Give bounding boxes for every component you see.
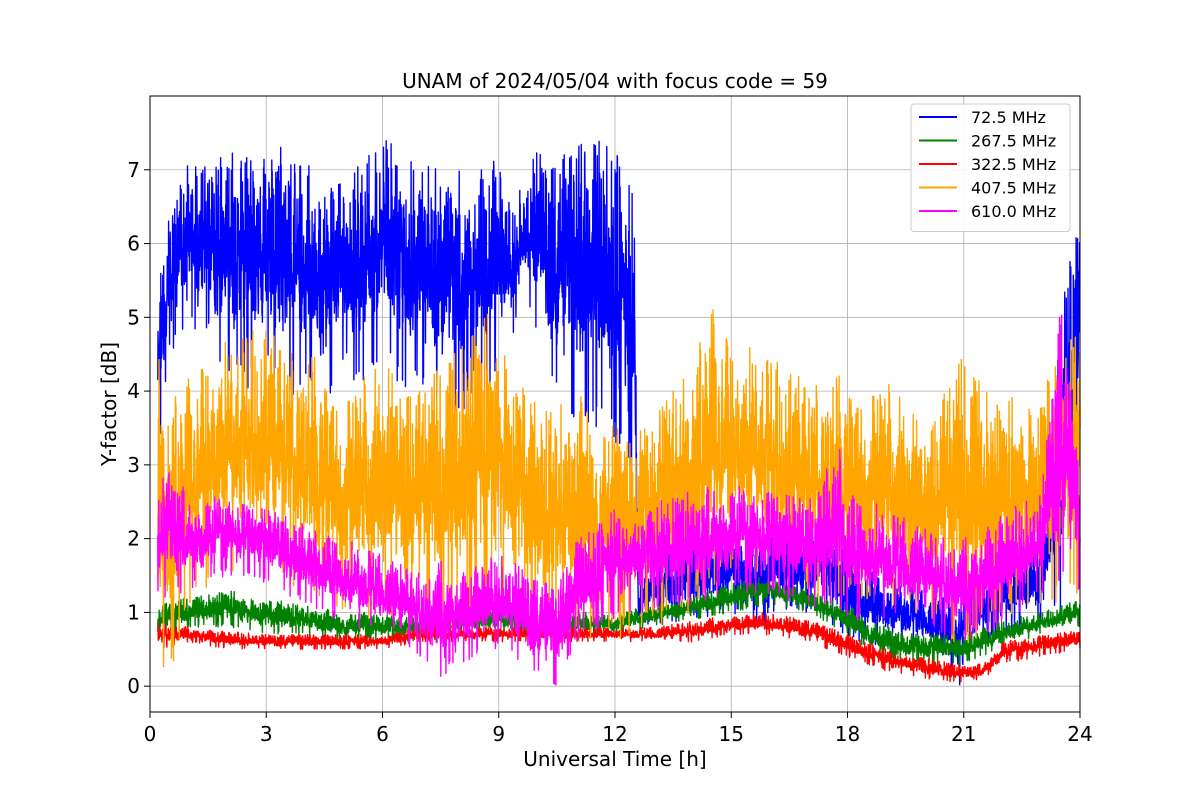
series-line-2: [157, 612, 1081, 683]
legend-label: 267.5 MHz: [971, 132, 1056, 151]
x-tick-label: 18: [835, 722, 860, 746]
x-tick-label: 9: [492, 722, 505, 746]
legend: 72.5 MHz 267.5 MHz 322.5 MHz 407.5 MHz 610.0…: [910, 103, 1071, 232]
legend-label: 72.5 MHz: [971, 108, 1046, 127]
series-line-0: [157, 140, 1081, 686]
series-line-3: [157, 309, 1081, 668]
legend-box: [910, 103, 1071, 232]
y-axis-label: Y-factor [dB]: [97, 342, 121, 467]
x-tick-label: 24: [1067, 722, 1092, 746]
y-tick-label: 5: [127, 305, 140, 329]
series-layer: [157, 140, 1081, 686]
x-tick-label: 21: [951, 722, 976, 746]
y-tick-label: 6: [127, 232, 140, 256]
y-tick-label: 4: [127, 379, 140, 403]
y-tick-label: 7: [127, 158, 140, 182]
legend-label: 322.5 MHz: [971, 155, 1056, 174]
chart-title: UNAM of 2024/05/04 with focus code = 59: [402, 69, 828, 93]
x-tick-label: 0: [144, 722, 157, 746]
legend-label: 407.5 MHz: [971, 179, 1056, 198]
y-tick-label: 1: [127, 600, 140, 624]
x-tick-label: 3: [260, 722, 273, 746]
x-axis-label: Universal Time [h]: [523, 747, 706, 771]
x-tick-label: 15: [719, 722, 744, 746]
y-tick-label: 2: [127, 527, 140, 551]
series-line-4: [157, 314, 1081, 686]
y-tick-label: 3: [127, 453, 140, 477]
legend-label: 610.0 MHz: [971, 202, 1056, 221]
x-tick-label: 6: [376, 722, 389, 746]
x-tick-label: 12: [602, 722, 627, 746]
series-line-1: [157, 577, 1081, 665]
y-tick-label: 0: [127, 674, 140, 698]
